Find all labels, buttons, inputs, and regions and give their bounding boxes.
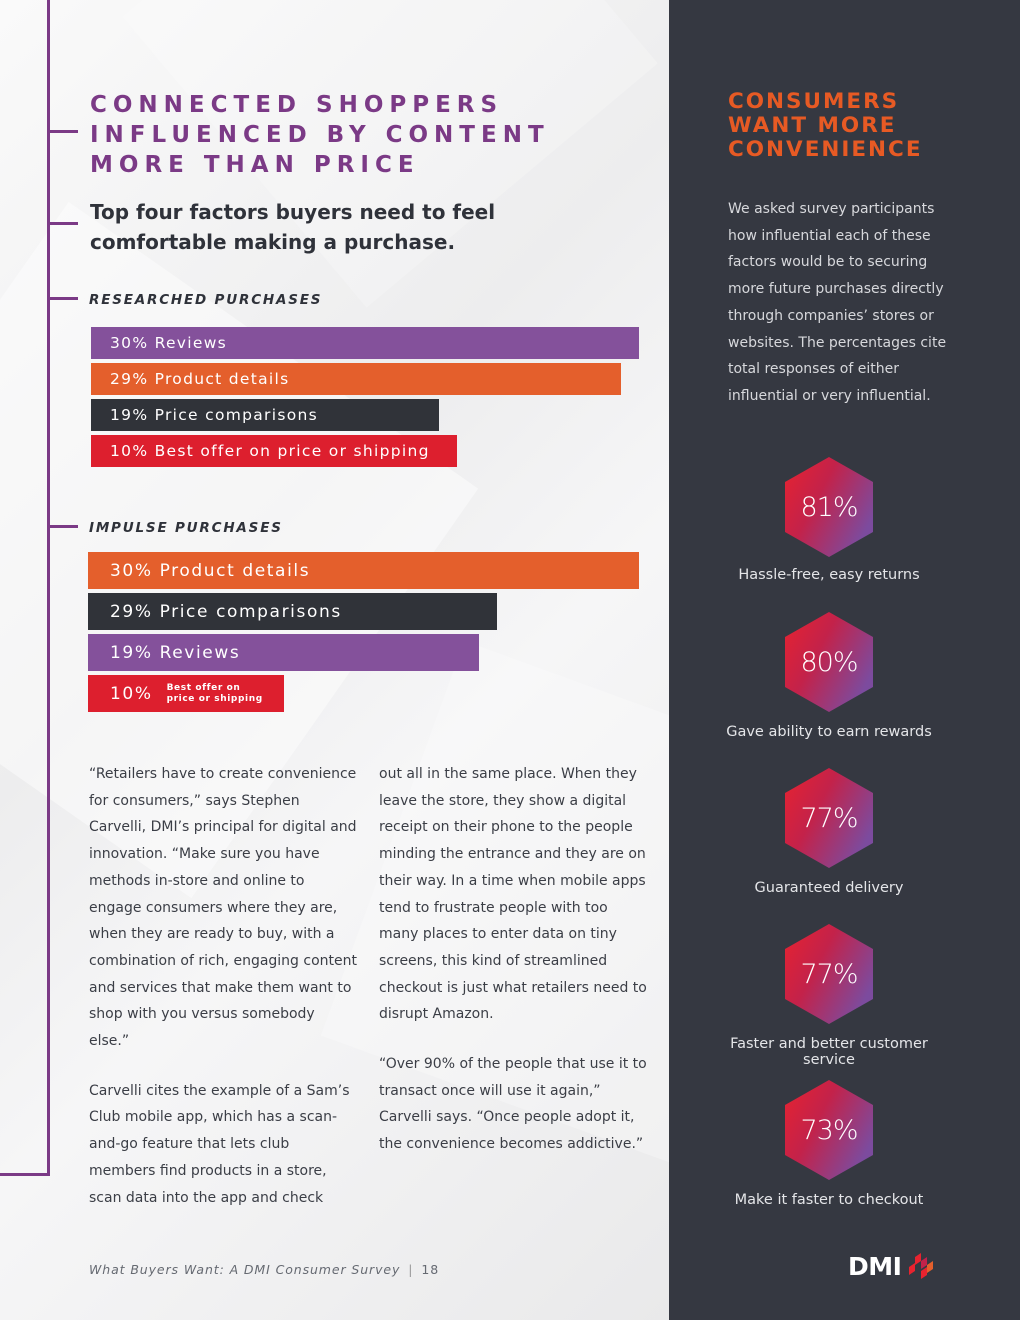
researched-bar-reviews: 30% Reviews xyxy=(91,327,639,359)
impulse-bar-best-offer: 10% Best offer on price or shipping xyxy=(88,675,284,712)
hexagon-icon: 73% xyxy=(785,1080,873,1180)
stat-easy-returns: 81% Hassle-free, easy returns xyxy=(704,457,954,583)
impulse-bar-product-details: 30% Product details xyxy=(88,552,639,589)
bar-label: 10% xyxy=(110,683,153,704)
stat-value: 77% xyxy=(800,958,858,990)
bar-label: 30% Reviews xyxy=(110,334,228,352)
page-number: 18 xyxy=(421,1262,440,1277)
bar-label: 10% Best offer on price or shipping xyxy=(110,442,430,460)
stat-guaranteed-delivery: 77% Guaranteed delivery xyxy=(704,768,954,896)
hexagon-icon: 81% xyxy=(785,457,873,557)
timeline-tick xyxy=(50,525,78,528)
sidebar-title: CONSUMERS WANT MORE CONVENIENCE xyxy=(728,89,923,162)
researched-bar-price-comparisons: 19% Price comparisons xyxy=(91,399,439,431)
stat-value: 80% xyxy=(800,646,858,678)
stat-label: Faster and better customer service xyxy=(730,1036,928,1068)
paragraph: “Retailers have to create convenience fo… xyxy=(89,766,357,1050)
timeline-end xyxy=(0,1173,50,1176)
hexagon-icon: 77% xyxy=(785,768,873,868)
body-column-2: out all in the same place. When they lea… xyxy=(379,761,649,1181)
stat-customer-service: 77% Faster and better customer service xyxy=(704,924,954,1068)
footer-separator: | xyxy=(408,1262,414,1277)
stat-label: Guaranteed delivery xyxy=(754,880,904,896)
page-title: CONNECTED SHOPPERS INFLUENCED BY CONTENT… xyxy=(90,92,550,178)
logo-mark-icon xyxy=(909,1252,934,1279)
stat-value: 81% xyxy=(800,491,858,523)
paragraph: out all in the same place. When they lea… xyxy=(379,766,647,1023)
stat-value: 77% xyxy=(800,802,858,834)
bar-label: 29% Product details xyxy=(110,370,290,388)
bar-label: 19% Reviews xyxy=(110,642,241,663)
impulse-bar-price-comparisons: 29% Price comparisons xyxy=(88,593,497,630)
dmi-logo: DMI xyxy=(848,1252,935,1281)
stat-earn-rewards: 80% Gave ability to earn rewards xyxy=(704,612,954,740)
timeline-tick xyxy=(50,222,78,225)
timeline-tick xyxy=(50,297,78,300)
footer-title: What Buyers Want: A DMI Consumer Survey xyxy=(89,1262,401,1277)
sidebar-intro: We asked survey participants how influen… xyxy=(728,201,947,404)
timeline-line xyxy=(47,0,50,1176)
researched-bar-best-offer: 10% Best offer on price or shipping xyxy=(91,435,457,467)
timeline-tick xyxy=(50,130,78,133)
bar-sublabel: Best offer on price or shipping xyxy=(166,682,263,704)
page-footer: What Buyers Want: A DMI Consumer Survey |… xyxy=(89,1262,439,1277)
impulse-purchases-label: IMPULSE PURCHASES xyxy=(89,520,283,536)
body-column-1: “Retailers have to create convenience fo… xyxy=(89,761,359,1234)
researched-bar-product-details: 29% Product details xyxy=(91,363,621,395)
stat-label: Gave ability to earn rewards xyxy=(726,724,932,740)
stat-faster-checkout: 73% Make it faster to checkout xyxy=(704,1080,954,1208)
impulse-bar-reviews: 19% Reviews xyxy=(88,634,479,671)
bar-label: 19% Price comparisons xyxy=(110,406,318,424)
stat-label: Make it faster to checkout xyxy=(734,1192,924,1208)
researched-purchases-label: RESEARCHED PURCHASES xyxy=(89,292,323,308)
bar-label: 30% Product details xyxy=(110,560,311,581)
stat-label: Hassle-free, easy returns xyxy=(738,567,920,583)
bar-label: 29% Price comparisons xyxy=(110,601,342,622)
hexagon-icon: 77% xyxy=(785,924,873,1024)
page-subtitle: Top four factors buyers need to feel com… xyxy=(90,200,496,254)
paragraph: Carvelli cites the example of a Sam’s Cl… xyxy=(89,1082,350,1206)
stat-value: 73% xyxy=(800,1114,858,1146)
main-content-panel: CONNECTED SHOPPERS INFLUENCED BY CONTENT… xyxy=(0,0,669,1320)
paragraph: “Over 90% of the people that use it to t… xyxy=(379,1056,647,1153)
hexagon-icon: 80% xyxy=(785,612,873,712)
logo-wordmark: DMI xyxy=(848,1252,902,1281)
